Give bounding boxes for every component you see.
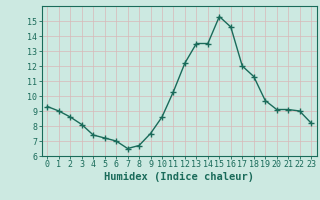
X-axis label: Humidex (Indice chaleur): Humidex (Indice chaleur)	[104, 172, 254, 182]
